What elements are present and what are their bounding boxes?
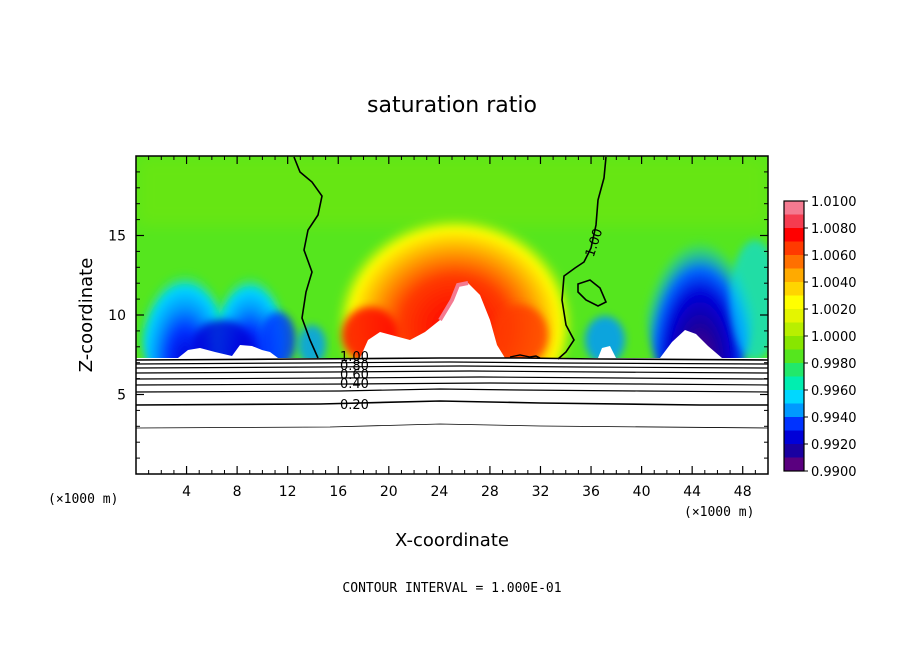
colorbar-swatch xyxy=(784,349,804,363)
colorbar-swatch xyxy=(784,444,804,458)
x-tick-label: 24 xyxy=(430,484,448,500)
colorbar-label: 1.0040 xyxy=(811,276,857,291)
colorbar-label: 0.9900 xyxy=(811,465,857,480)
colorbar-swatch xyxy=(784,322,804,336)
y-axis-label: Z-coordinate xyxy=(76,258,97,373)
x-tick-label: 36 xyxy=(582,484,600,500)
colorbar-swatch xyxy=(784,430,804,444)
colorbar-swatch xyxy=(784,457,804,471)
colorbar-swatch xyxy=(784,241,804,255)
contour-label: 0.80 xyxy=(340,359,369,374)
saturation-field xyxy=(136,156,768,474)
x-tick-label: 48 xyxy=(734,484,752,500)
colorbar-label: 1.0100 xyxy=(811,195,857,210)
x-axis-label: X-coordinate xyxy=(395,530,509,551)
contour-lines xyxy=(136,156,768,429)
y-tick-label: 10 xyxy=(108,308,126,324)
x-tick-label: 16 xyxy=(329,484,347,500)
contour-interval-note: CONTOUR INTERVAL = 1.000E-01 xyxy=(342,581,561,596)
x-tick-label: 4 xyxy=(182,484,191,500)
x-unit-label-right: (×1000 m) xyxy=(684,505,754,520)
y-tick-label: 5 xyxy=(117,388,126,404)
x-tick-label: 44 xyxy=(683,484,701,500)
x-axis: 4 8 12 16 20 24 28 32 36 40 44 48 xyxy=(148,156,756,500)
colorbar-label: 1.0060 xyxy=(811,249,857,264)
colorbar-label: 0.9940 xyxy=(811,411,857,426)
y-tick-label: 15 xyxy=(108,229,126,245)
colorbar-swatch xyxy=(784,214,804,228)
colorbar-label: 0.9920 xyxy=(811,438,857,453)
y-axis: 5 10 15 xyxy=(108,171,768,459)
x-tick-label: 12 xyxy=(279,484,297,500)
contour-label-group: 1.00 1.00 0.80 0.60 0.40 0.20 xyxy=(340,227,606,413)
x-tick-label: 40 xyxy=(633,484,651,500)
colorbar-label: 0.9980 xyxy=(811,357,857,372)
colorbar-swatch xyxy=(784,403,804,417)
colorbar-swatch xyxy=(784,268,804,282)
colorbar-swatch xyxy=(784,228,804,242)
colorbar-swatch xyxy=(784,201,804,215)
colorbar-swatch xyxy=(784,336,804,350)
x-tick-label: 8 xyxy=(233,484,242,500)
colorbar-label: 1.0000 xyxy=(811,330,857,345)
cloud-region xyxy=(360,283,505,358)
colorbar-label: 0.9960 xyxy=(811,384,857,399)
contour-label: 1.00 xyxy=(340,350,369,365)
colorbar: 0.9900 0.9920 0.9940 0.9960 0.9980 1.0000 1.00… xyxy=(783,195,857,480)
colorbar-label: 1.0020 xyxy=(811,303,857,318)
colorbar-swatch xyxy=(784,255,804,269)
colorbar-label: 1.0080 xyxy=(811,222,857,237)
contour-label: 0.60 xyxy=(340,368,369,383)
contour-label: 0.40 xyxy=(340,377,369,392)
contour-label: 0.20 xyxy=(340,398,369,413)
colorbar-swatch xyxy=(784,295,804,309)
x-unit-label-left: (×1000 m) xyxy=(48,492,118,507)
colorbar-swatch xyxy=(784,376,804,390)
x-tick-label: 20 xyxy=(380,484,398,500)
colorbar-swatch xyxy=(784,390,804,404)
colorbar-swatch xyxy=(784,363,804,377)
x-tick-label: 28 xyxy=(481,484,499,500)
colorbar-swatch xyxy=(784,417,804,431)
x-tick-label: 32 xyxy=(532,484,550,500)
colorbar-swatch xyxy=(784,309,804,323)
colorbar-swatch xyxy=(784,282,804,296)
chart-title: saturation ratio xyxy=(367,93,537,118)
